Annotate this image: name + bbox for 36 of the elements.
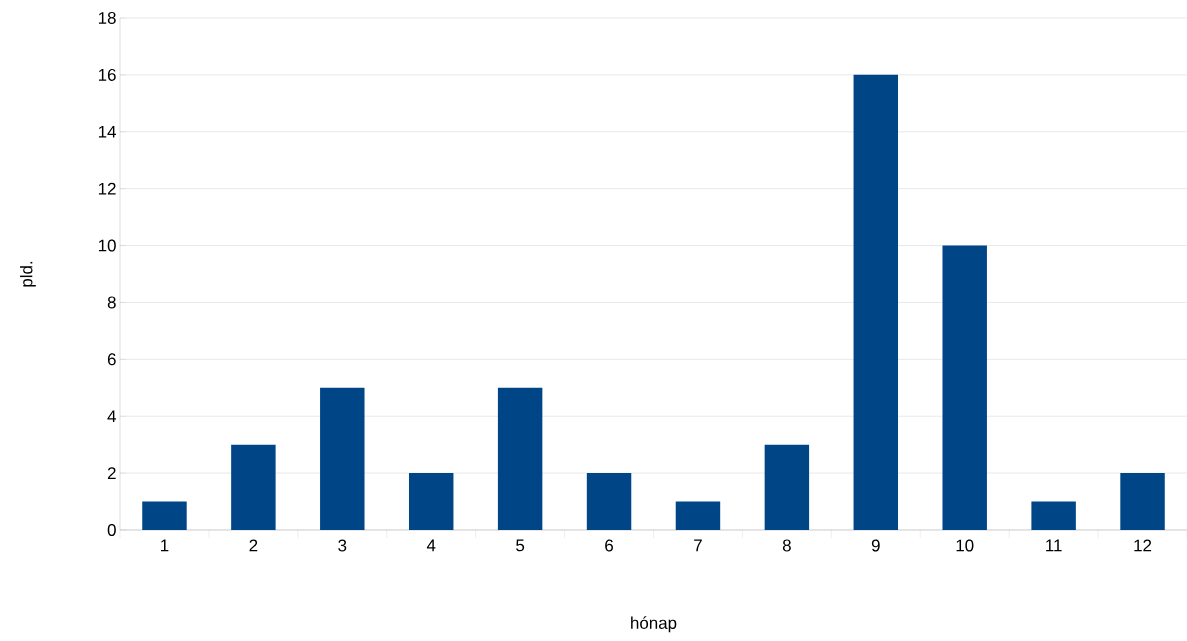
y-tick-label: 10: [98, 239, 116, 252]
x-tick-label: 9: [871, 539, 880, 552]
bar: [142, 501, 187, 530]
bar: [853, 74, 899, 530]
y-tick-label: 18: [98, 11, 116, 24]
x-tick-label: 3: [338, 539, 347, 552]
bar: [942, 245, 987, 530]
bar: [1031, 501, 1076, 530]
y-axis-title: pld.: [20, 261, 36, 287]
x-tick-label: 4: [426, 539, 436, 552]
y-tick-label: 2: [107, 467, 116, 480]
x-tick-label: 7: [694, 539, 702, 552]
y-tick-label: 12: [98, 182, 116, 195]
y-tick-label: 0: [107, 523, 116, 536]
y-tick-label: 14: [98, 125, 116, 138]
bar: [320, 387, 365, 530]
y-tick-label: 6: [107, 353, 116, 366]
bar: [497, 387, 543, 530]
y-tick-label: 4: [107, 410, 116, 423]
y-tick-label: 16: [98, 68, 116, 81]
x-tick-label: 2: [249, 539, 258, 552]
x-tick-label: 8: [782, 539, 791, 552]
x-tick-label: 10: [956, 539, 974, 552]
x-tick-label: 11: [1046, 539, 1062, 552]
y-tick-label: 8: [107, 296, 116, 309]
x-tick-label: 1: [161, 539, 169, 552]
bar: [675, 501, 721, 530]
bar: [764, 444, 810, 530]
x-tick-label: 6: [605, 539, 614, 552]
x-tick-label: 5: [516, 539, 525, 552]
bar: [231, 444, 276, 530]
x-axis-title: hónap: [631, 616, 677, 633]
bar: [408, 473, 454, 530]
bar: [1120, 473, 1165, 530]
bar: [586, 473, 632, 530]
x-tick-label: 12: [1134, 539, 1152, 552]
